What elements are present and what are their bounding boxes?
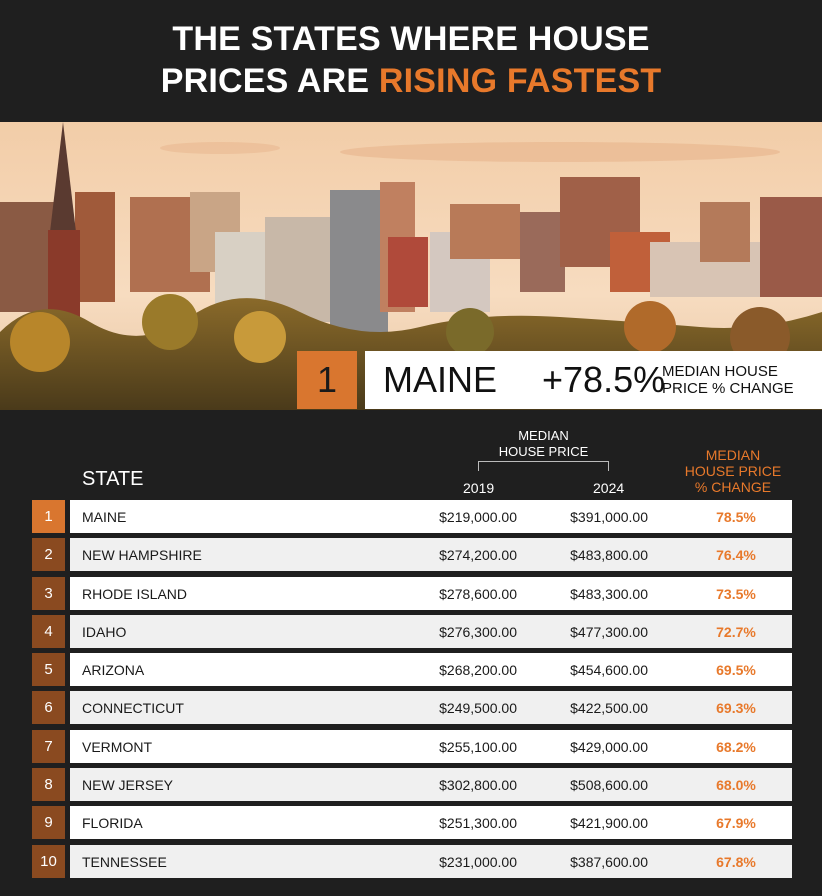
table-row: 1 MAINE $219,000.00 $391,000.00 78.5% — [32, 500, 792, 533]
header-2019: 2019 — [463, 480, 495, 496]
cell-price-2019: $276,300.00 — [439, 623, 517, 640]
featured-caption: MEDIAN HOUSE PRICE % CHANGE — [662, 363, 812, 397]
header-change-line-1: MEDIAN — [705, 447, 761, 463]
cell-state: CONNECTICUT — [82, 700, 184, 717]
header-median-price: MEDIAN HOUSE PRICE — [478, 428, 609, 460]
rank-badge: 4 — [32, 614, 65, 648]
header-median-line-2: HOUSE PRICE — [498, 444, 589, 459]
city-skyline-photo — [0, 122, 822, 410]
table-row: 3 RHODE ISLAND $278,600.00 $483,300.00 7… — [32, 576, 792, 610]
cell-pct-change: 67.8% — [716, 853, 756, 870]
cell-pct-change: 68.0% — [716, 777, 756, 794]
header-pct-change: MEDIAN HOUSE PRICE % CHANGE — [673, 447, 793, 495]
title-line-1: THE STATES WHERE HOUSE — [172, 20, 650, 58]
cell-price-2019: $255,100.00 — [439, 738, 517, 755]
featured-state-pct: +78.5% — [542, 359, 666, 400]
cell-pct-change: 76.4% — [716, 547, 756, 564]
featured-rank-badge: 1 — [297, 351, 357, 409]
table-row: 10 TENNESSEE $231,000.00 $387,600.00 67.… — [32, 844, 792, 878]
cell-price-2019: $249,500.00 — [439, 700, 517, 717]
cell-pct-change: 72.7% — [716, 623, 756, 640]
title-line-2: PRICES ARE RISING FASTEST — [0, 60, 822, 102]
row-body: VERMONT $255,100.00 $429,000.00 68.2% — [70, 729, 792, 763]
row-body: RHODE ISLAND $278,600.00 $483,300.00 73.… — [70, 576, 792, 610]
cell-price-2024: $387,600.00 — [570, 853, 648, 870]
table-row: 7 VERMONT $255,100.00 $429,000.00 68.2% — [32, 729, 792, 763]
rank-badge: 10 — [32, 844, 65, 878]
rank-badge: 5 — [32, 653, 65, 687]
cell-pct-change: 67.9% — [716, 815, 756, 832]
cell-state: IDAHO — [82, 623, 127, 640]
title-accent: RISING FASTEST — [378, 62, 662, 100]
rank-badge: 1 — [32, 500, 65, 533]
cell-state: NEW HAMPSHIRE — [82, 547, 202, 564]
cell-price-2024: $421,900.00 — [570, 815, 648, 832]
row-body: FLORIDA $251,300.00 $421,900.00 67.9% — [70, 806, 792, 840]
featured-state-name: MAINE — [383, 359, 498, 400]
rank-badge: 9 — [32, 806, 65, 840]
cell-pct-change: 69.5% — [716, 662, 756, 679]
rank-badge: 7 — [32, 729, 65, 763]
header-state: STATE — [82, 468, 144, 490]
header-bracket — [478, 461, 609, 471]
row-body: TENNESSEE $231,000.00 $387,600.00 67.8% — [70, 844, 792, 878]
row-body: IDAHO $276,300.00 $477,300.00 72.7% — [70, 614, 792, 648]
row-body: NEW HAMPSHIRE $274,200.00 $483,800.00 76… — [70, 538, 792, 572]
rank-badge: 2 — [32, 538, 65, 572]
table-row: 2 NEW HAMPSHIRE $274,200.00 $483,800.00 … — [32, 538, 792, 572]
cell-price-2024: $391,000.00 — [570, 509, 648, 525]
cell-state: ARIZONA — [82, 662, 145, 679]
state-table: 1 MAINE $219,000.00 $391,000.00 78.5% 2 … — [32, 500, 792, 883]
cell-pct-change: 73.5% — [716, 585, 756, 602]
table-row: 6 CONNECTICUT $249,500.00 $422,500.00 69… — [32, 691, 792, 725]
row-body: NEW JERSEY $302,800.00 $508,600.00 68.0% — [70, 768, 792, 802]
table-row: 5 ARIZONA $268,200.00 $454,600.00 69.5% — [32, 653, 792, 687]
cell-state: TENNESSEE — [82, 853, 167, 870]
table-row: 9 FLORIDA $251,300.00 $421,900.00 67.9% — [32, 806, 792, 840]
rank-badge: 8 — [32, 768, 65, 802]
cell-price-2024: $454,600.00 — [570, 662, 648, 679]
row-body: ARIZONA $268,200.00 $454,600.00 69.5% — [70, 653, 792, 687]
cell-price-2024: $483,800.00 — [570, 547, 648, 564]
row-body: CONNECTICUT $249,500.00 $422,500.00 69.3… — [70, 691, 792, 725]
row-body: MAINE $219,000.00 $391,000.00 78.5% — [70, 500, 792, 533]
table-row: 4 IDAHO $276,300.00 $477,300.00 72.7% — [32, 614, 792, 648]
page-title: THE STATES WHERE HOUSE PRICES ARE RISING… — [0, 18, 822, 102]
cell-state: RHODE ISLAND — [82, 585, 188, 602]
cell-pct-change: 69.3% — [716, 700, 756, 717]
cell-pct-change: 78.5% — [716, 509, 756, 525]
header-2024: 2024 — [593, 480, 625, 496]
cell-state: VERMONT — [82, 738, 152, 755]
cell-price-2019: $278,600.00 — [439, 585, 517, 602]
cell-price-2019: $268,200.00 — [439, 662, 517, 679]
cell-price-2024: $483,300.00 — [570, 585, 648, 602]
cell-pct-change: 68.2% — [716, 738, 756, 755]
cell-price-2019: $274,200.00 — [439, 547, 517, 564]
cell-state: NEW JERSEY — [82, 777, 174, 794]
cell-price-2019: $231,000.00 — [439, 853, 517, 870]
rank-badge: 6 — [32, 691, 65, 725]
header-median-line-1: MEDIAN — [518, 428, 569, 443]
header-change-line-3: % CHANGE — [694, 479, 772, 495]
cell-price-2019: $219,000.00 — [439, 509, 517, 525]
cell-price-2019: $302,800.00 — [439, 777, 517, 794]
cell-price-2019: $251,300.00 — [439, 815, 517, 832]
cell-price-2024: $422,500.00 — [570, 700, 648, 717]
cell-state: MAINE — [82, 509, 127, 525]
table-row: 8 NEW JERSEY $302,800.00 $508,600.00 68.… — [32, 768, 792, 802]
featured-state-banner: MAINE +78.5% MEDIAN HOUSE PRICE % CHANGE — [365, 351, 822, 409]
featured-caption-line-1: MEDIAN HOUSE — [662, 363, 778, 380]
cell-price-2024: $508,600.00 — [570, 777, 648, 794]
cell-price-2024: $477,300.00 — [570, 623, 648, 640]
title-line-2-prefix: PRICES ARE — [160, 62, 379, 100]
featured-caption-line-2: PRICE % CHANGE — [662, 380, 794, 397]
cell-state: FLORIDA — [82, 815, 143, 832]
rank-badge: 3 — [32, 576, 65, 610]
header-change-line-2: HOUSE PRICE — [684, 463, 782, 479]
cell-price-2024: $429,000.00 — [570, 738, 648, 755]
